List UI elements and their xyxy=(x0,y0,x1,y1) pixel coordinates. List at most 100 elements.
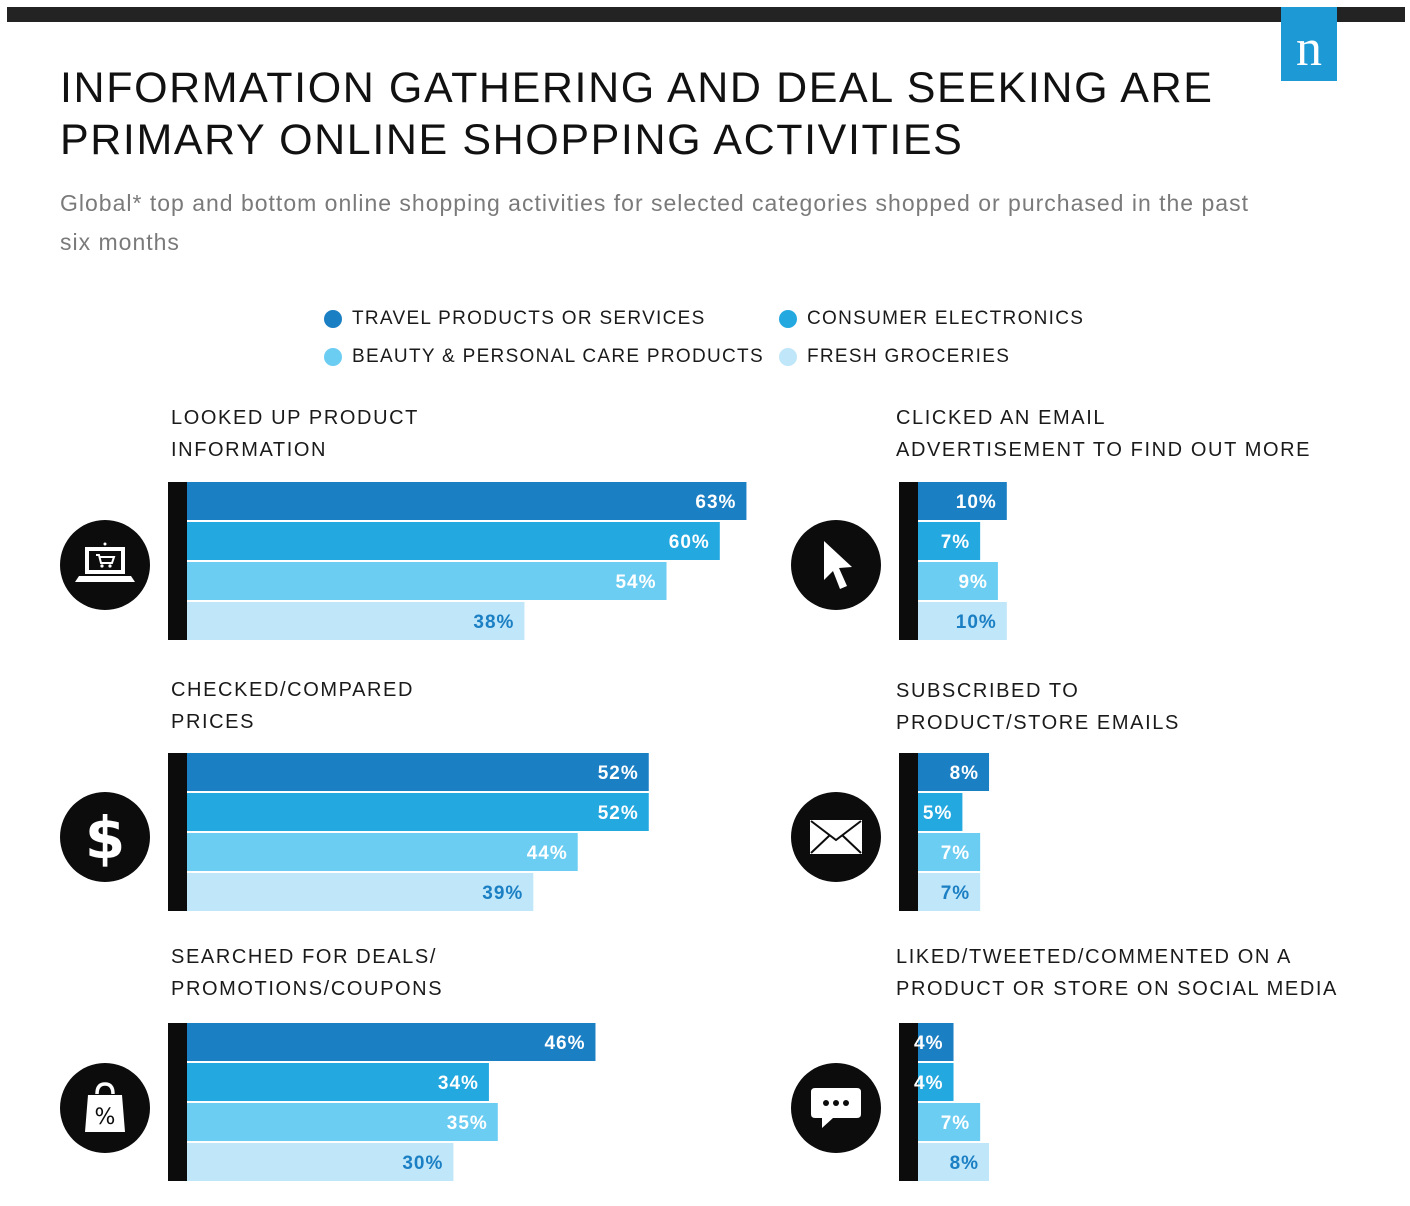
bar-travel-products-or-services xyxy=(187,1023,596,1061)
chart-title-looked-up-info: LOOKED UP PRODUCT INFORMATION xyxy=(171,402,419,466)
legend-item-groceries: FRESH GROCERIES xyxy=(779,346,1010,368)
chart-compared-prices: 52% 52% 44%39% xyxy=(168,753,649,911)
chart-title-line: CHECKED/COMPARED xyxy=(171,679,415,701)
legend-swatch-groceries xyxy=(779,348,797,366)
bar-consumer-electronics xyxy=(187,522,720,560)
bar-axis xyxy=(899,753,918,911)
legend-label-beauty: BEAUTY & PERSONAL CARE PRODUCTS xyxy=(352,346,764,367)
legend-swatch-travel xyxy=(324,310,342,328)
bar-value-label: 38% xyxy=(473,612,514,633)
bar-beauty-personal-care-products xyxy=(187,1103,498,1141)
bar-value-label: 7% xyxy=(941,532,970,553)
chart-subscribed-emails: 8% 5% 7% 7% xyxy=(899,753,990,911)
bar-axis xyxy=(168,753,187,911)
bar-axis xyxy=(899,482,918,640)
bar-value-label: 60% xyxy=(669,532,710,553)
cursor-icon xyxy=(791,520,881,610)
bar-beauty-personal-care-products xyxy=(918,833,981,871)
chart-title-searched-deals: SEARCHED FOR DEALS/ PROMOTIONS/COUPONS xyxy=(171,941,443,1005)
bar-value-label: 8% xyxy=(950,763,979,784)
chart-title-line: INFORMATION xyxy=(171,439,328,461)
bar-travel-products-or-services xyxy=(187,482,747,520)
chart-searched-deals: 46% 34% 35%30% xyxy=(168,1023,596,1181)
chat-bubble-icon xyxy=(791,1063,881,1153)
bar-value-label: 52% xyxy=(598,763,639,784)
bar-fresh-groceries xyxy=(918,873,981,911)
bar-travel-products-or-services xyxy=(918,753,990,791)
legend-label-groceries: FRESH GROCERIES xyxy=(807,346,1011,367)
bar-value-label: 4% xyxy=(914,1073,943,1094)
chart-title-social-media: LIKED/TWEETED/COMMENTED ON A PRODUCT OR … xyxy=(896,941,1338,1005)
bar-axis xyxy=(168,482,187,640)
bar-value-label: 5% xyxy=(923,803,952,824)
chart-title-line: PROMOTIONS/COUPONS xyxy=(171,978,444,1000)
bar-fresh-groceries xyxy=(918,602,1007,640)
bar-value-label: 4% xyxy=(914,1033,943,1054)
bar-value-label: 7% xyxy=(941,883,970,904)
top-bar xyxy=(7,7,1405,22)
chart-title-line: ADVERTISEMENT TO FIND OUT MORE xyxy=(896,439,1312,461)
bar-consumer-electronics xyxy=(187,793,649,831)
bar-value-label: 44% xyxy=(527,843,568,864)
bar-value-label: 30% xyxy=(402,1153,443,1174)
bar-fresh-groceries xyxy=(187,873,534,911)
title-line-2: PRIMARY ONLINE SHOPPING ACTIVITIES xyxy=(60,116,964,164)
logo-letter: n xyxy=(1296,20,1322,77)
bar-value-label: 54% xyxy=(615,572,656,593)
chart-looked-up-info: 63% 60% 54% 38% xyxy=(168,482,747,640)
bar-consumer-electronics xyxy=(918,1063,954,1101)
bar-consumer-electronics xyxy=(187,1063,489,1101)
laptop-cart-icon xyxy=(60,520,150,610)
legend: TRAVEL PRODUCTS OR SERVICES CONSUMER ELE… xyxy=(324,308,1144,378)
chart-social-media: 4% 4% 7% 8% xyxy=(899,1023,990,1181)
legend-label-travel: TRAVEL PRODUCTS OR SERVICES xyxy=(352,308,706,329)
chart-title-line: LIKED/TWEETED/COMMENTED ON A xyxy=(896,946,1292,968)
chart-title-line: LOOKED UP PRODUCT xyxy=(171,407,419,429)
page-subtitle: Global* top and bottom online shopping a… xyxy=(60,190,1249,255)
legend-item-electronics: CONSUMER ELECTRONICS xyxy=(779,308,1084,330)
bar-value-label: 39% xyxy=(482,883,523,904)
shopping-bag-percent-icon: % xyxy=(60,1063,150,1153)
legend-swatch-beauty xyxy=(324,348,342,366)
bar-fresh-groceries xyxy=(187,1143,454,1181)
chart-title-subscribed-emails: SUBSCRIBED TO PRODUCT/STORE EMAILS xyxy=(896,675,1180,739)
svg-text:%: % xyxy=(95,1105,116,1130)
bar-value-label: 7% xyxy=(941,1113,970,1134)
bar-travel-products-or-services xyxy=(918,1023,954,1061)
bar-value-label: 46% xyxy=(544,1033,585,1054)
chart-title-compared-prices: CHECKED/COMPARED PRICES xyxy=(171,674,414,738)
legend-swatch-electronics xyxy=(779,310,797,328)
bar-value-label: 34% xyxy=(438,1073,479,1094)
envelope-icon xyxy=(791,792,881,882)
bar-value-label: 9% xyxy=(958,572,987,593)
chart-title-line: PRICES xyxy=(171,711,256,733)
bar-axis xyxy=(168,1023,187,1181)
bar-travel-products-or-services xyxy=(918,482,1007,520)
legend-label-electronics: CONSUMER ELECTRONICS xyxy=(807,308,1085,329)
chart-title-line: PRODUCT OR STORE ON SOCIAL MEDIA xyxy=(896,978,1339,1000)
bar-value-label: 7% xyxy=(941,843,970,864)
bar-consumer-electronics xyxy=(918,793,963,831)
chart-title-line: SUBSCRIBED TO xyxy=(896,680,1080,702)
bar-beauty-personal-care-products xyxy=(918,562,998,600)
chart-title-line: PRODUCT/STORE EMAILS xyxy=(896,712,1180,734)
bar-value-label: 63% xyxy=(695,492,736,513)
chart-clicked-email: 10% 7% 9% 10% xyxy=(899,482,1007,640)
page-title: INFORMATION GATHERING AND DEAL SEEKING A… xyxy=(60,62,1214,166)
svg-text:$: $ xyxy=(85,804,125,870)
bar-fresh-groceries xyxy=(918,1143,990,1181)
bar-value-label: 52% xyxy=(598,803,639,824)
bar-value-label: 35% xyxy=(447,1113,488,1134)
title-line-1: INFORMATION GATHERING AND DEAL SEEKING A… xyxy=(60,64,1214,112)
legend-item-travel: TRAVEL PRODUCTS OR SERVICES xyxy=(324,308,706,330)
bar-value-label: 8% xyxy=(950,1153,979,1174)
bar-travel-products-or-services xyxy=(187,753,649,791)
legend-item-beauty: BEAUTY & PERSONAL CARE PRODUCTS xyxy=(324,346,764,368)
bar-consumer-electronics xyxy=(918,522,981,560)
nielsen-logo: n xyxy=(1281,7,1337,81)
chart-title-line: SEARCHED FOR DEALS/ xyxy=(171,946,438,968)
bar-beauty-personal-care-products xyxy=(187,562,667,600)
bar-value-label: 10% xyxy=(956,492,997,513)
bar-beauty-personal-care-products xyxy=(187,833,578,871)
chart-title-clicked-email: CLICKED AN EMAIL ADVERTISEMENT TO FIND O… xyxy=(896,402,1311,466)
